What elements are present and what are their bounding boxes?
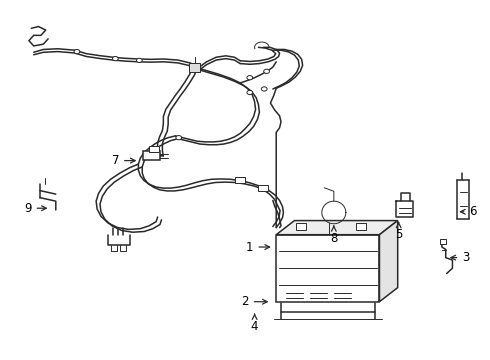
Circle shape bbox=[74, 49, 80, 54]
Circle shape bbox=[137, 58, 142, 63]
Bar bbox=[258, 185, 268, 190]
Text: 9: 9 bbox=[24, 202, 47, 215]
Circle shape bbox=[176, 136, 182, 140]
Bar bbox=[189, 63, 200, 72]
Bar bbox=[143, 151, 160, 160]
Circle shape bbox=[247, 90, 253, 95]
FancyBboxPatch shape bbox=[295, 223, 306, 230]
Text: 4: 4 bbox=[251, 314, 258, 333]
Circle shape bbox=[264, 69, 270, 73]
Bar bbox=[149, 147, 159, 152]
Circle shape bbox=[261, 87, 267, 91]
Text: 5: 5 bbox=[395, 222, 402, 241]
Polygon shape bbox=[276, 221, 398, 235]
Bar bbox=[276, 235, 379, 302]
Bar bbox=[440, 239, 446, 243]
Circle shape bbox=[247, 76, 253, 80]
Text: 6: 6 bbox=[461, 205, 477, 218]
Text: 8: 8 bbox=[330, 226, 338, 245]
Circle shape bbox=[113, 57, 118, 61]
Text: 1: 1 bbox=[246, 240, 270, 253]
Bar bbox=[235, 177, 245, 183]
Text: 7: 7 bbox=[112, 154, 135, 167]
Polygon shape bbox=[379, 221, 398, 302]
Text: 3: 3 bbox=[451, 251, 469, 264]
FancyBboxPatch shape bbox=[356, 223, 366, 230]
Text: 2: 2 bbox=[241, 295, 267, 308]
